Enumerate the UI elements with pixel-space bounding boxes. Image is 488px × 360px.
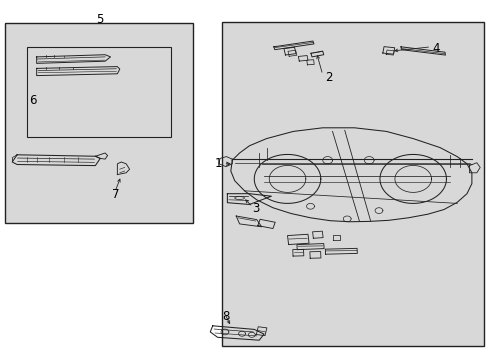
Text: 2: 2 (325, 71, 332, 84)
Text: 8: 8 (222, 310, 229, 323)
Bar (5, 23, 193, 223)
Text: 6: 6 (29, 94, 37, 107)
Text: 4: 4 (432, 42, 439, 55)
Text: 5: 5 (96, 13, 104, 26)
Text: 1: 1 (215, 157, 222, 170)
Text: 7: 7 (112, 188, 120, 201)
Bar (222, 22, 483, 346)
Text: 3: 3 (251, 202, 259, 215)
Bar (27, 47, 171, 137)
